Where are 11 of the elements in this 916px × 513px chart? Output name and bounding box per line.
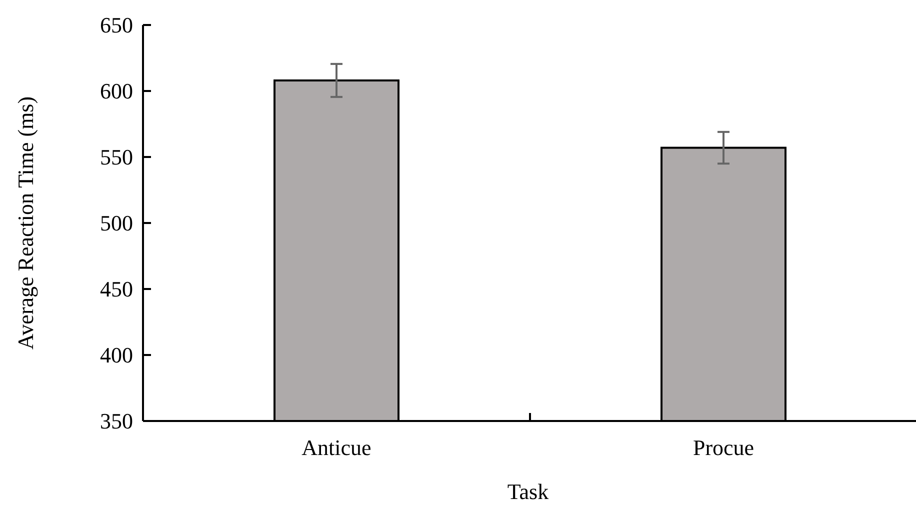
- y-tick-label: 500: [100, 210, 133, 236]
- y-tick-label: 650: [100, 12, 133, 38]
- x-axis-title: Task: [507, 479, 549, 504]
- y-tick-label: 550: [100, 144, 133, 170]
- y-tick-label: 450: [100, 276, 133, 302]
- y-axis-title: Average Reaction Time (ms): [13, 96, 38, 350]
- y-tick-label: 350: [100, 408, 133, 434]
- y-tick-label: 400: [100, 342, 133, 368]
- x-tick-label: Procue: [692, 435, 754, 460]
- x-tick-label: Anticue: [302, 435, 372, 460]
- y-tick-label: 600: [100, 78, 133, 104]
